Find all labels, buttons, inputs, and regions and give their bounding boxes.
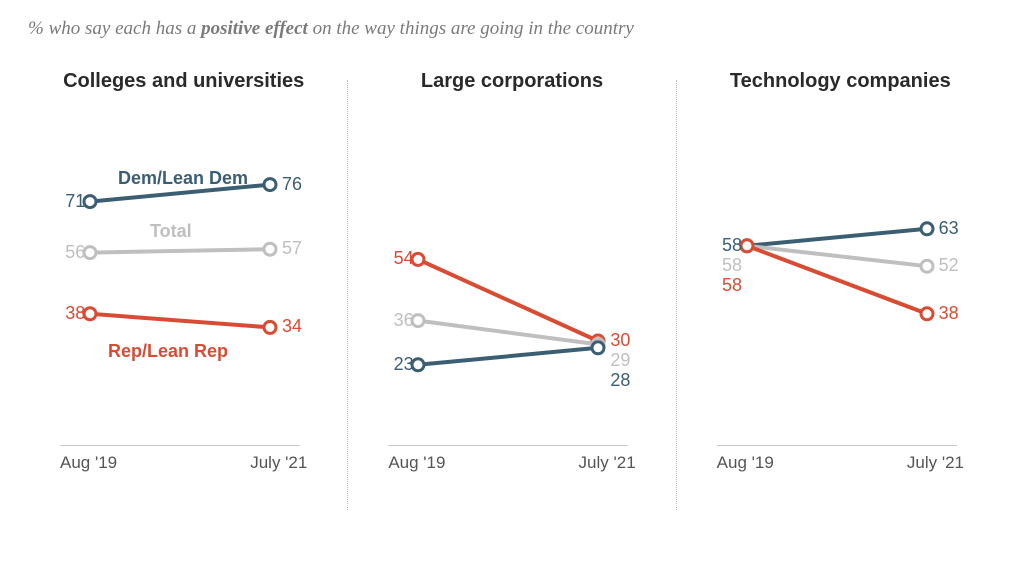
- series-line-dem: [747, 229, 927, 246]
- chart-area: 54 36 23 302928 Aug '19 July '21: [348, 103, 675, 483]
- series-line-total: [418, 321, 598, 345]
- value-label-rep: 54: [394, 248, 414, 269]
- marker-dem-1: [264, 179, 276, 191]
- chart-svg: [20, 103, 340, 483]
- value-label-dem: 23: [394, 354, 414, 375]
- chart-area: 71 56 38 76 57 34 Dem/Lean Dem Total Rep/Lean Re…: [20, 103, 347, 483]
- axis-label-left: Aug '19: [388, 453, 445, 473]
- chart-panel: Large corporations 54 36 23 302928 Aug '19 Jul…: [348, 70, 675, 530]
- value-label-total: 58: [722, 255, 742, 276]
- chart-area: 585858635238Aug '19July '21: [677, 103, 1004, 483]
- marker-dem-1: [921, 223, 933, 235]
- subtitle-suffix: on the way things are going in the count…: [308, 18, 634, 39]
- axis-line: [60, 445, 300, 446]
- marker-total-1: [264, 243, 276, 255]
- series-line-rep: [90, 314, 270, 328]
- chart-panel: Technology companies585858635238Aug '19J…: [677, 70, 1004, 530]
- chart-panels: Colleges and universities 71 56 38 76 57 34 Dem…: [0, 40, 1024, 530]
- value-label-dem: 71: [65, 191, 85, 212]
- panel-title: Large corporations: [348, 70, 675, 93]
- value-label-dem: 28: [610, 370, 630, 391]
- marker-total-0: [412, 315, 424, 327]
- value-label-rep: 58: [722, 275, 742, 296]
- panel-title: Colleges and universities: [20, 70, 347, 93]
- marker-rep-0: [84, 308, 96, 320]
- axis-label-left: Aug '19: [717, 453, 774, 473]
- value-label-total: 52: [939, 255, 959, 276]
- marker-total-1: [921, 260, 933, 272]
- chart-panel: Colleges and universities 71 56 38 76 57 34 Dem…: [20, 70, 347, 530]
- subtitle-prefix: % who say each has a: [28, 18, 201, 39]
- value-label-rep: 38: [65, 303, 85, 324]
- marker-total-0: [84, 247, 96, 259]
- chart-svg: [348, 103, 668, 483]
- value-label-total: 29: [610, 350, 630, 371]
- axis-line: [717, 445, 957, 446]
- value-label-total: 56: [65, 242, 85, 263]
- axis-label-right: July '21: [579, 453, 636, 473]
- value-label-dem: 63: [939, 218, 959, 239]
- marker-dem-1: [592, 342, 604, 354]
- value-label-rep: 30: [610, 330, 630, 351]
- series-line-dem: [418, 348, 598, 365]
- subtitle-bold: positive effect: [201, 18, 308, 39]
- marker-rep-1: [264, 321, 276, 333]
- series-label-dem: Dem/Lean Dem: [118, 168, 248, 189]
- marker-dem-0: [412, 359, 424, 371]
- value-label-dem: 58: [722, 235, 742, 256]
- series-label-rep: Rep/Lean Rep: [108, 341, 228, 362]
- chart-subtitle: % who say each has a positive effect on …: [0, 0, 1024, 40]
- marker-dem-0: [84, 196, 96, 208]
- series-line-rep: [418, 259, 598, 341]
- value-label-total: 57: [282, 238, 302, 259]
- marker-rep-0: [741, 240, 753, 252]
- axis-label-left: Aug '19: [60, 453, 117, 473]
- value-label-total: 36: [394, 310, 414, 331]
- panel-title: Technology companies: [677, 70, 1004, 93]
- value-label-dem: 76: [282, 174, 302, 195]
- series-line-total: [90, 249, 270, 252]
- series-label-total: Total: [150, 221, 192, 242]
- marker-rep-1: [921, 308, 933, 320]
- value-label-rep: 38: [939, 303, 959, 324]
- value-label-rep: 34: [282, 316, 302, 337]
- axis-label-right: July '21: [907, 453, 964, 473]
- axis-line: [388, 445, 628, 446]
- axis-label-right: July '21: [250, 453, 307, 473]
- marker-rep-0: [412, 253, 424, 265]
